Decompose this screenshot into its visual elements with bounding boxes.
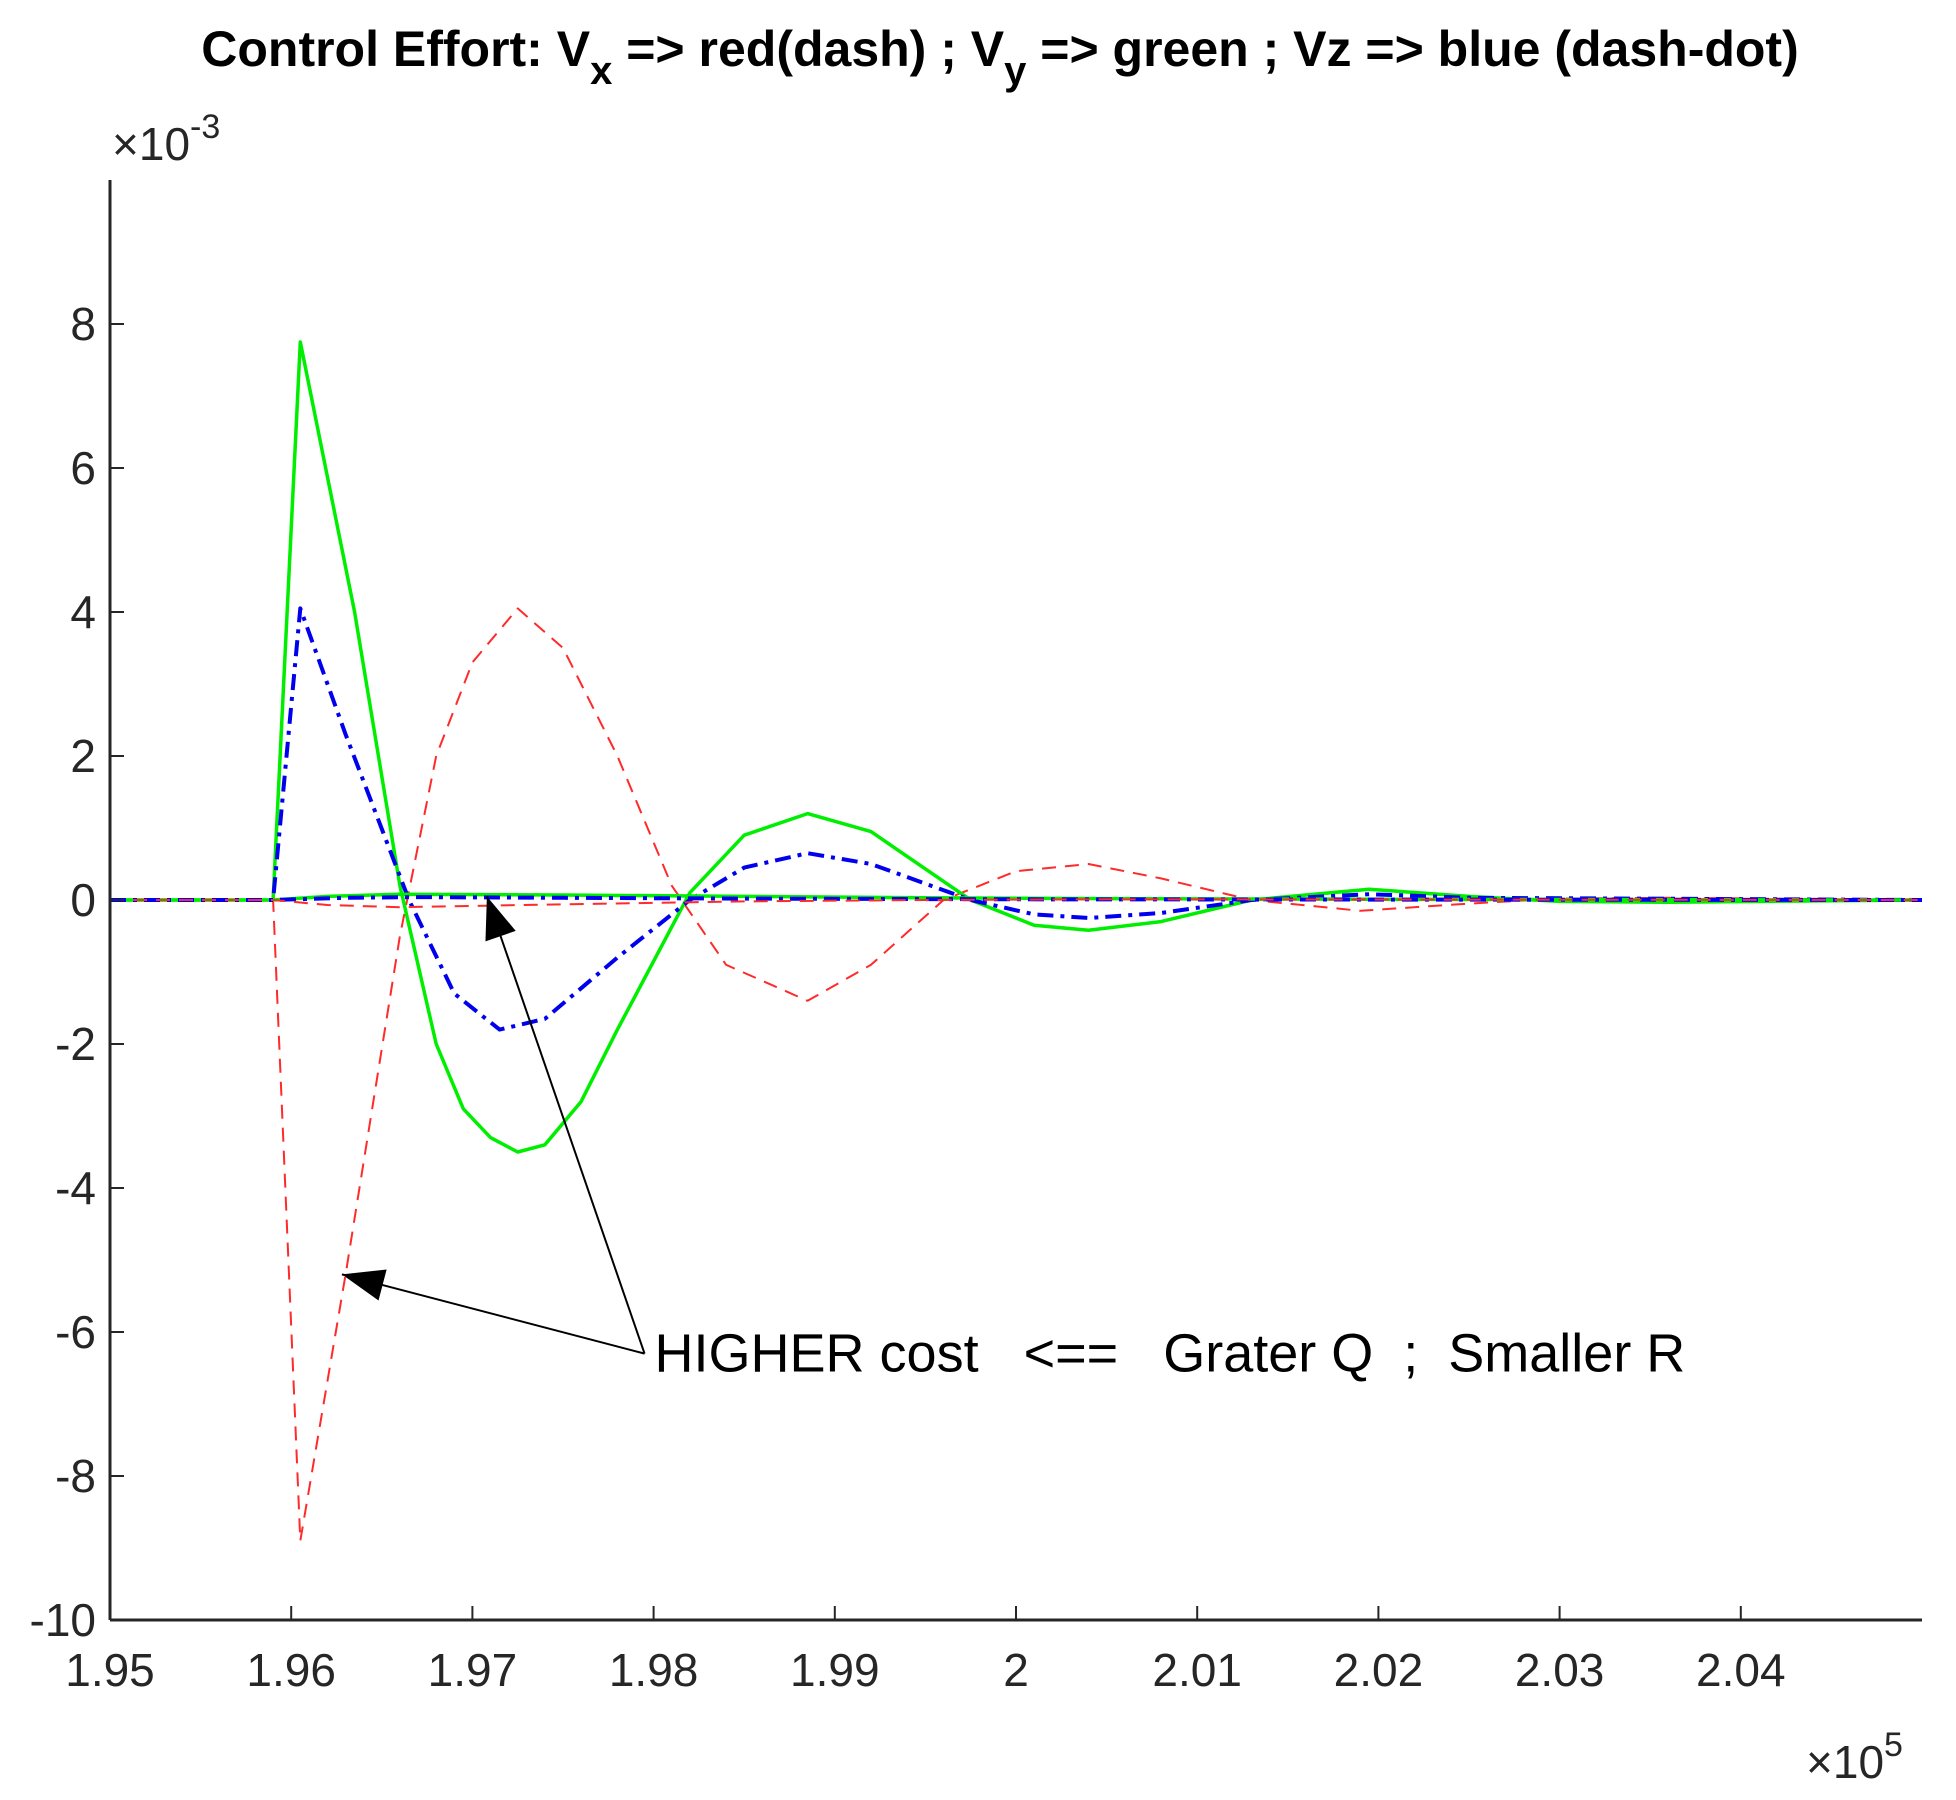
annotation-text: HIGHER cost <== Grater Q ; Smaller R [655,1324,1686,1384]
y-tick-label: -8 [55,1450,96,1502]
series-line-1 [110,607,1923,1542]
x-tick-label: 2 [1003,1644,1029,1696]
chart-title: Control Effort: Vx => red(dash) ; Vy => … [201,21,1798,93]
x-tick-label: 1.97 [428,1644,518,1696]
y-tick-label: -2 [55,1018,96,1070]
annotation-layer: HIGHER cost <== Grater Q ; Smaller R [341,896,1686,1384]
series-line-2 [110,340,1923,1154]
x-tick-label: 1.96 [246,1644,336,1696]
x-tick-label: 2.03 [1515,1644,1605,1696]
annotation-arrow-head-2 [485,896,516,942]
series-line-3 [110,606,1923,1032]
x-axis-multiplier: ×105 [1806,1726,1903,1788]
y-tick-label: -4 [55,1162,96,1214]
x-tick-label: 2.01 [1152,1644,1242,1696]
series-layer [110,340,1923,1542]
y-tick-label: 0 [70,874,96,926]
x-tick-label: 1.99 [790,1644,880,1696]
y-tick-label: -10 [30,1594,96,1646]
annotation-arrow-head-1 [341,1269,387,1301]
annotation-arrow-line-1 [341,1273,645,1355]
y-axis-multiplier: ×10-3 [112,108,220,170]
y-tick-label: -6 [55,1306,96,1358]
y-tick-label: 8 [70,298,96,350]
y-tick-label: 4 [70,586,96,638]
y-tick-label: 2 [70,730,96,782]
x-tick-label: 2.02 [1334,1644,1424,1696]
y-tick-label: 6 [70,442,96,494]
x-tick-label: 1.98 [609,1644,699,1696]
axes-layer: -10 -8 -6 -4 -2 0 2 4 6 8 1.95 1.96 1.97 1.98 1.99 2 2.0… [30,180,1922,1696]
annotation-arrow-line-2 [485,896,646,1354]
x-tick-label: 2.04 [1696,1644,1786,1696]
x-tick-label: 1.95 [65,1644,155,1696]
